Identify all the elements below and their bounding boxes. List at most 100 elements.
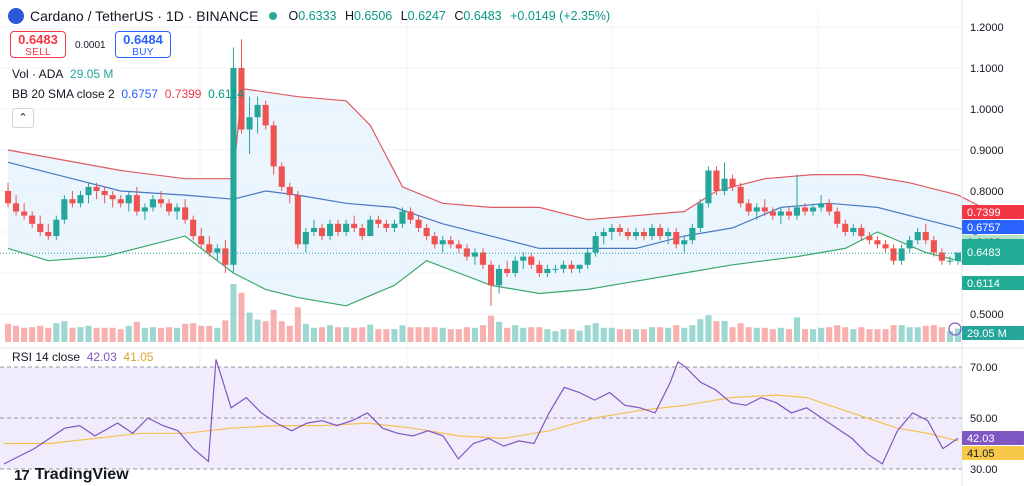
volume-bar bbox=[310, 327, 317, 342]
candle bbox=[777, 207, 784, 224]
volume-bar bbox=[13, 325, 20, 342]
candles bbox=[5, 39, 961, 306]
candle-body bbox=[270, 125, 277, 167]
volume-bar bbox=[898, 325, 905, 342]
candle bbox=[632, 227, 639, 241]
candle-body bbox=[439, 240, 446, 245]
volume-bar bbox=[858, 327, 865, 342]
volume-bar bbox=[866, 329, 873, 342]
volume-bar bbox=[488, 315, 495, 342]
price-tick-label: 0.5000 bbox=[970, 309, 1004, 321]
candle bbox=[359, 223, 366, 241]
candle bbox=[600, 227, 607, 245]
candle-body bbox=[230, 68, 237, 265]
candle bbox=[198, 227, 205, 249]
bollinger-legend[interactable]: BB 20 SMA close 2 0.6757 0.7399 0.6114 bbox=[12, 87, 244, 101]
price-label-text: 0.6114 bbox=[967, 278, 1000, 290]
volume-bar bbox=[560, 329, 567, 342]
volume-label-text: 29.05 M bbox=[967, 328, 1007, 340]
candle bbox=[946, 256, 953, 265]
sell-button[interactable]: 0.6483 SELL bbox=[10, 31, 66, 58]
buy-button[interactable]: 0.6484 BUY bbox=[115, 31, 171, 58]
volume-bar bbox=[657, 327, 664, 342]
candle-body bbox=[214, 248, 221, 253]
volume-bar bbox=[689, 325, 696, 342]
volume-bar bbox=[753, 327, 760, 342]
tradingview-mark-icon: 17 bbox=[14, 466, 30, 484]
candle bbox=[262, 100, 269, 130]
candle-body bbox=[246, 117, 253, 130]
candle-body bbox=[21, 211, 28, 216]
candle-body bbox=[826, 203, 833, 212]
candle-body bbox=[13, 203, 20, 212]
candle-body bbox=[657, 227, 664, 237]
candle bbox=[93, 182, 100, 200]
candle bbox=[834, 207, 841, 228]
candle bbox=[206, 236, 213, 257]
candle bbox=[318, 223, 325, 241]
candle-body bbox=[488, 264, 495, 286]
candle bbox=[488, 260, 495, 306]
candle bbox=[21, 203, 28, 220]
price-tick-label: 0.9000 bbox=[970, 145, 1004, 157]
candle bbox=[407, 207, 414, 224]
volume-bar bbox=[21, 327, 28, 342]
volume-bar bbox=[343, 327, 350, 342]
candle-body bbox=[528, 256, 535, 265]
candle-body bbox=[141, 207, 148, 212]
candle bbox=[302, 227, 309, 253]
volume-bar bbox=[737, 323, 744, 342]
candle-body bbox=[649, 227, 656, 237]
candle-body bbox=[890, 248, 897, 261]
candle bbox=[391, 219, 398, 232]
price-tick-label: 1.1000 bbox=[970, 63, 1004, 75]
market-status-icon bbox=[268, 12, 277, 20]
candle bbox=[640, 227, 647, 241]
candle-body bbox=[222, 248, 229, 265]
volume-bar bbox=[818, 327, 825, 342]
rsi-ma-line bbox=[4, 394, 959, 445]
candle bbox=[343, 219, 350, 237]
candle bbox=[858, 223, 865, 241]
candle bbox=[576, 264, 583, 273]
candle bbox=[737, 182, 744, 208]
candle bbox=[584, 248, 591, 269]
candle bbox=[769, 207, 776, 220]
volume-bar bbox=[214, 327, 221, 342]
candle bbox=[649, 223, 656, 241]
candle-body bbox=[954, 252, 961, 261]
candle-body bbox=[761, 207, 768, 212]
rsi-legend[interactable]: RSI 14 close 42.03 41.05 bbox=[12, 350, 154, 364]
candle-body bbox=[351, 223, 358, 228]
tradingview-logo[interactable]: 17 TradingView bbox=[14, 466, 129, 484]
volume-bar bbox=[793, 317, 800, 342]
price-tick-label: 1.0000 bbox=[970, 104, 1004, 116]
volume-bar bbox=[576, 330, 583, 342]
candle bbox=[455, 240, 462, 253]
candle-body bbox=[810, 207, 817, 212]
rsi-value-label: 41.05 bbox=[962, 446, 1024, 460]
candle bbox=[721, 162, 728, 196]
candle bbox=[624, 227, 631, 241]
volume-bar bbox=[954, 328, 961, 342]
candle bbox=[53, 215, 60, 241]
candle bbox=[383, 219, 390, 232]
candle bbox=[286, 182, 293, 204]
bollinger-basis-line bbox=[7, 161, 991, 249]
candle bbox=[13, 195, 20, 216]
candle bbox=[29, 211, 36, 228]
volume-bar bbox=[367, 324, 374, 342]
candle-body bbox=[383, 223, 390, 228]
candle-body bbox=[785, 211, 792, 216]
volume-bar bbox=[640, 329, 647, 342]
candle bbox=[157, 191, 164, 208]
collapse-legend-button[interactable]: ⌃ bbox=[12, 108, 34, 128]
candle-body bbox=[37, 223, 44, 232]
volume-legend[interactable]: Vol · ADA 29.05 M bbox=[12, 67, 114, 81]
candle bbox=[665, 227, 672, 245]
symbol-title[interactable]: Cardano / TetherUS · 1D · BINANCE bbox=[30, 8, 259, 24]
volume-bar bbox=[61, 321, 68, 342]
candle-body bbox=[802, 207, 809, 212]
volume-bar bbox=[496, 321, 503, 342]
